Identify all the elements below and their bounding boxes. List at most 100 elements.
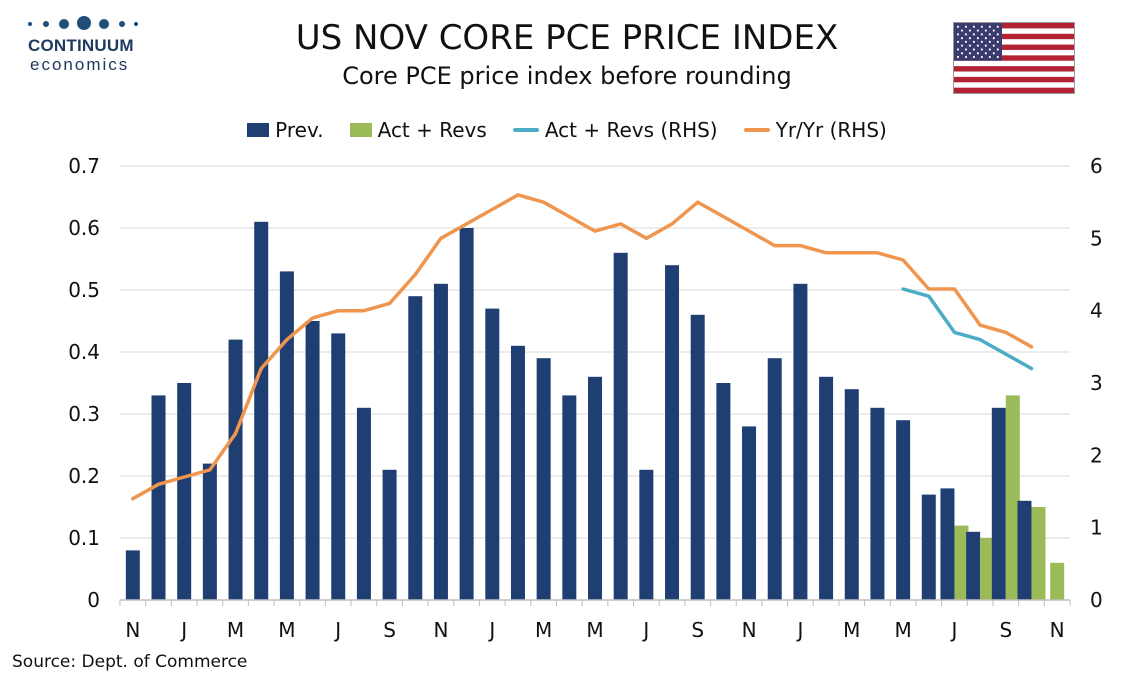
x-tick-label: S [999,618,1012,642]
flag-star [988,55,991,59]
flag-star [956,40,959,44]
legend-item-yoy: Yr/Yr (RHS) [743,118,887,142]
y-right-tick-label: 0 [1090,588,1103,612]
bar-prev [991,407,1006,600]
bar-prev [202,463,217,600]
bar-prev [485,308,500,600]
flag-star [984,44,987,47]
flag-star [964,55,967,59]
bar-prev [940,488,955,600]
legend-label-prev: Prev. [275,118,324,142]
legend-swatch-act-rhs [512,128,539,132]
x-tick-label: M [227,618,244,642]
flag-star [960,52,963,55]
bar-prev [408,296,423,600]
flag-star [968,52,971,55]
y-left-tick-label: 0.4 [68,340,100,364]
y-left-tick-label: 0.7 [68,154,100,178]
y-left-tick-label: 0 [87,588,100,612]
bar-prev [433,283,448,600]
flag-star [972,25,975,28]
bar-prev [305,321,320,600]
x-tick-label: J [950,618,958,642]
bar-prev [1017,500,1032,600]
bar-prev [279,271,294,600]
chart-title: US NOV CORE PCE PRICE INDEX [295,18,839,58]
flag-star [984,52,987,55]
x-tick-label: N [433,618,448,642]
legend-item-prev: Prev. [247,118,324,142]
x-tick-label: M [535,618,552,642]
flag-star [968,29,971,32]
y-right-tick-label: 5 [1090,226,1103,250]
y-left-tick-label: 0.5 [68,278,100,302]
x-tick-label: J [487,618,495,642]
flag-star [984,37,987,40]
y-left-tick-label: 0.1 [68,526,100,550]
flag-star [996,25,999,28]
bar-prev [459,228,474,600]
bar-prev [382,469,397,600]
bar-act [980,538,995,600]
y-right-tick-label: 2 [1090,443,1103,467]
chart-subtitle: Core PCE price index before rounding [342,62,792,90]
logo: CONTINUUM economics [12,14,142,74]
bar-act [1005,395,1020,600]
legend-swatch-prev [247,123,270,137]
x-tick-label: J [333,618,341,642]
flag-star [980,48,983,51]
flag-star [988,33,991,36]
flag-star [976,44,979,47]
bar-prev [844,389,859,600]
flag-star [968,44,971,47]
y-left-tick-label: 0.3 [68,402,100,426]
flag-star [992,52,995,55]
x-tick-label: S [691,618,704,642]
x-tick-label: N [742,618,757,642]
flag-star [968,37,971,40]
chart-plot: 0 0.1 0.2 0.3 0.4 0.5 0.6 0.7 0 1 2 3 4 5 6 N J M M J S N J M M J… [68,154,1103,642]
flag-star [996,48,999,51]
flag-star [980,55,983,59]
x-tick-label: M [586,618,603,642]
us-flag-icon [953,22,1075,94]
y-right-tick-label: 3 [1090,371,1103,395]
line-yr-yr-rhs [131,193,1034,501]
legend-item-act-rhs: Act + Revs (RHS) [512,118,718,142]
flag-star [980,25,983,28]
flag-star [992,29,995,32]
bar-prev [870,407,885,600]
logo-subtitle: economics [30,55,130,74]
bar-prev [536,358,551,600]
flag-star [976,29,979,32]
y-left-tick-label: 0.2 [68,464,100,488]
bar-prev [665,265,680,600]
logo-dots-icon [28,16,138,30]
logo-name: CONTINUUM [28,36,134,55]
bar-prev [639,469,654,600]
flag-star [964,48,967,51]
flag-star [960,29,963,32]
x-tick-label: M [278,618,295,642]
x-tick-label: M [843,618,860,642]
bar-prev [331,333,346,600]
flag-star [984,29,987,32]
bar-prev [896,420,911,600]
bar-prev [562,395,577,600]
bar-prev [151,395,166,600]
x-tick-label: J [179,618,187,642]
flag-star [956,55,959,59]
flag-star [972,48,975,51]
legend-label-act: Act + Revs [377,118,487,142]
flag-star [964,40,967,44]
x-tick-label: N [1050,618,1065,642]
legend-label-yoy: Yr/Yr (RHS) [775,118,887,142]
x-tick-label: J [795,618,803,642]
bar-prev [125,550,140,600]
flag-star [992,37,995,40]
bar-prev [921,494,936,600]
y-right-tick-label: 6 [1090,154,1103,178]
y-left-tick-label: 0.6 [68,216,100,240]
bar-prev [966,531,981,600]
bar-prev [690,314,705,600]
